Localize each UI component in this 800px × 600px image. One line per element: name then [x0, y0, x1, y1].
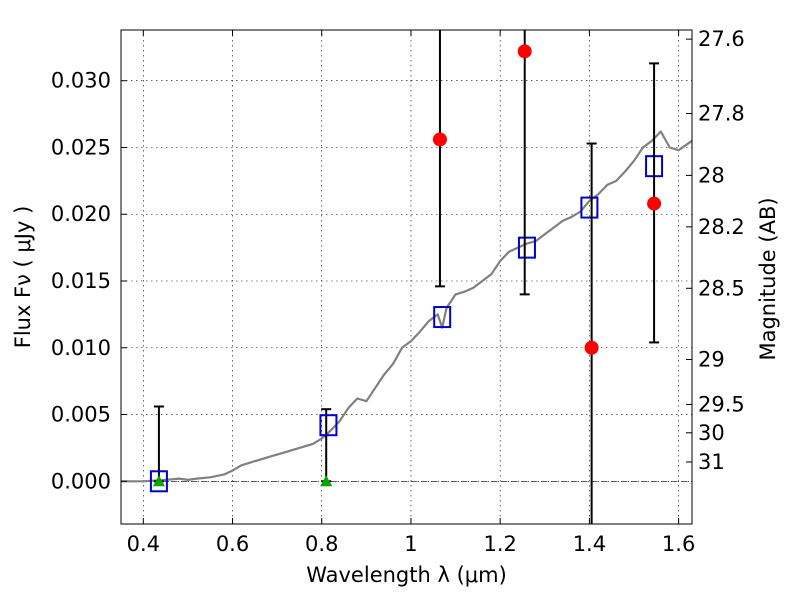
model-bandpass-marker	[319, 414, 338, 437]
x-tick-label: 1.6	[662, 532, 695, 556]
y-tick-label: 0.030	[51, 69, 111, 93]
right-tick-label: 27.8	[698, 102, 745, 126]
y-tick-label: 0.010	[51, 336, 111, 360]
right-tick-label: 28.2	[698, 215, 745, 239]
curve-layer	[121, 130, 693, 483]
model-bandpass-marker	[517, 236, 536, 259]
x-tick-label: 0.6	[216, 532, 249, 556]
sed-model-line	[121, 130, 693, 483]
x-tick-label: 1.2	[483, 532, 516, 556]
x-tick-label: 1.4	[573, 532, 606, 556]
tick-layer: 0.4 0.6 0.8 1 1.2 1.4 1.6 0.000 0.005 0.010 0.015 0…	[51, 27, 745, 556]
observed-flux-marker	[584, 340, 599, 355]
y-tick-label: 0.000	[51, 469, 111, 493]
right-tick-label: 31	[698, 450, 725, 474]
marker-layer	[149, 30, 664, 524]
model-bandpass-marker	[580, 196, 599, 219]
y-axis-title: Flux Fν ( μJy )	[11, 206, 35, 349]
x-tick-label: 0.8	[305, 532, 338, 556]
right-tick-label: 30	[698, 421, 725, 445]
y-tick-label: 0.025	[51, 135, 111, 159]
right-tick-label: 29	[698, 348, 725, 372]
right-tick-label: 28	[698, 163, 725, 187]
y-tick-label: 0.005	[51, 403, 111, 427]
observed-flux-marker	[647, 196, 662, 211]
model-bandpass-marker	[433, 306, 452, 329]
nondetection-marker	[152, 475, 165, 487]
x-axis-title: Wavelength λ (μm)	[306, 563, 507, 587]
right-tick-label: 27.6	[698, 27, 745, 51]
model-bandpass-marker	[149, 470, 168, 493]
x-tick-label: 1	[404, 532, 417, 556]
nondetection-marker	[320, 475, 333, 487]
y-tick-label: 0.015	[51, 269, 111, 293]
observed-flux-marker	[517, 44, 532, 59]
x-tick-label: 0.4	[127, 532, 160, 556]
right-tick-label: 29.5	[698, 392, 745, 416]
y-tick-label: 0.020	[51, 202, 111, 226]
observed-flux-marker	[432, 132, 447, 147]
plot-frame	[120, 29, 693, 525]
right-tick-label: 28.5	[698, 276, 745, 300]
right-axis-title: Magnitude (AB)	[756, 197, 780, 360]
grid-layer	[121, 30, 692, 524]
